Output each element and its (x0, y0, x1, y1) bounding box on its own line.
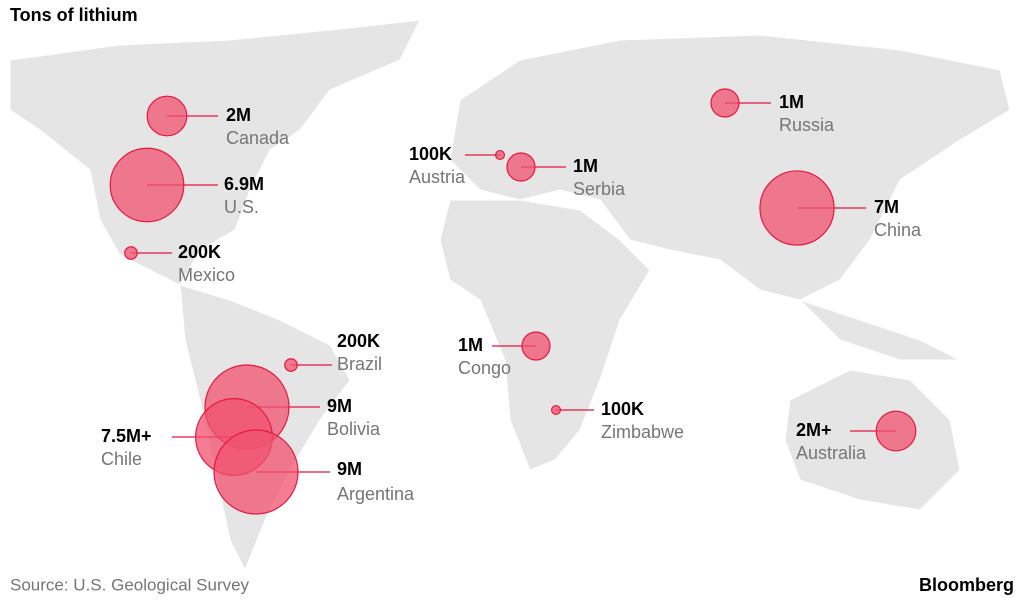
bubble (146, 95, 188, 137)
value-label: 100K (409, 144, 452, 164)
country-label: Brazil (337, 354, 382, 374)
country-label: Canada (226, 128, 290, 148)
bubble (710, 88, 740, 118)
country-label: Australia (796, 443, 867, 463)
country-label: Zimbabwe (601, 422, 684, 442)
bubble (284, 358, 298, 372)
country-label: Austria (409, 167, 466, 187)
country-label: China (874, 220, 922, 240)
country-label: Chile (101, 449, 142, 469)
value-label: 9M (327, 396, 352, 416)
country-label: Bolivia (327, 419, 381, 439)
basemap (9, 19, 1011, 572)
country-label: Argentina (337, 484, 415, 504)
country-label: Congo (458, 358, 511, 378)
value-label: 7M (874, 197, 899, 217)
source: Source: U.S. Geological Survey (10, 575, 250, 594)
value-label: 7.5M+ (101, 426, 152, 446)
bubble (494, 149, 506, 161)
country-label: Serbia (573, 179, 626, 199)
value-label: 1M (573, 156, 598, 176)
bubble (213, 429, 299, 515)
bubble (875, 410, 917, 452)
country-label: Mexico (178, 265, 235, 285)
value-label: 200K (337, 331, 380, 351)
bubble (124, 246, 138, 260)
value-label: 2M+ (796, 420, 832, 440)
value-label: 200K (178, 242, 221, 262)
chart-title: Tons of lithium (10, 5, 138, 25)
value-label: 1M (779, 92, 804, 112)
value-label: 9M (337, 459, 362, 479)
value-label: 6.9M (224, 174, 264, 194)
bubble (759, 170, 835, 246)
bubble (521, 331, 551, 361)
bubbles (109, 88, 917, 515)
value-label: 2M (226, 105, 251, 125)
country-label: Russia (779, 115, 835, 135)
value-label: 100K (601, 399, 644, 419)
bubble (506, 152, 536, 182)
country-label: U.S. (224, 197, 259, 217)
value-label: 1M (458, 335, 483, 355)
bubble (109, 147, 185, 223)
labels: 2M Canada 6.9M U.S. 200K Mexico 200K Brazil 9M Bo… (101, 92, 922, 504)
brand: Bloomberg (919, 575, 1014, 595)
bubble (550, 404, 562, 416)
